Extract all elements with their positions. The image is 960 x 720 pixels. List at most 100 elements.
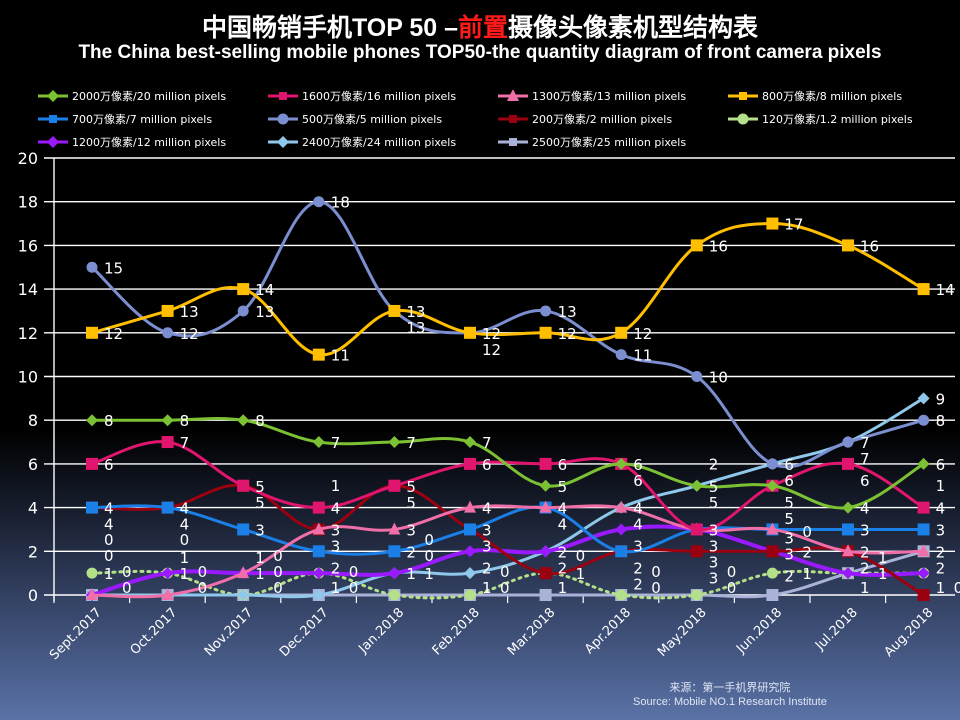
data-label: 2 [406,543,416,561]
source-en: Source: Mobile NO.1 Research Institute [633,696,827,708]
legend-item: 200万像素/2 million pixels [498,111,672,127]
data-label: 5 [709,478,719,496]
data-point [237,283,250,296]
legend-swatch-icon [38,136,68,148]
data-label: 1 [104,565,114,583]
legend-swatch-icon [268,113,298,125]
data-label: 5 [255,478,265,496]
data-label: 4 [104,500,114,518]
data-label: 11 [633,347,652,365]
legend-item: 120万像素/1.2 million pixels [728,111,913,127]
data-label: 5 [709,494,719,512]
data-label: 6 [860,472,870,490]
data-label: 5 [406,478,416,496]
data-label: 3 [709,553,719,571]
data-label: 0 [424,547,434,565]
data-point [312,436,325,449]
data-point [388,589,400,601]
data-label: 1 [576,565,586,583]
legend-item: 2400万像素/24 million pixels [268,134,456,150]
data-label: 1 [180,565,190,583]
data-point [690,479,703,492]
data-label: 17 [784,216,803,234]
data-point [766,545,779,558]
data-point [766,567,778,579]
data-label: 3 [255,521,265,539]
data-label: 13 [558,303,577,321]
data-point [388,522,401,535]
x-tick-label: Jul.2018 [812,605,861,654]
legend-label: 2500万像素/25 million pixels [532,136,687,149]
legend-marker-icon [277,136,289,148]
data-point [766,589,779,601]
data-label: 3 [709,569,719,587]
data-label: 11 [331,347,350,365]
data-point [312,545,325,558]
data-point [917,567,930,580]
data-label: 3 [709,537,719,555]
data-point [388,436,401,449]
data-label: 0 [273,579,283,597]
data-point [615,457,628,470]
data-point [917,589,930,601]
data-label: 3 [860,521,870,539]
legend-label: 1200万像素/12 million pixels [72,136,227,149]
legend-marker-icon [279,92,287,100]
legend-label: 1300万像素/13 million pixels [532,90,687,103]
data-point [237,305,249,317]
data-label: 0 [349,563,359,581]
data-label: 4 [860,500,870,518]
legend-marker-icon [509,138,517,146]
data-label: 0 [273,547,283,565]
legend-marker-icon [47,136,59,148]
data-point [615,589,627,601]
data-point [842,501,854,514]
data-point [917,523,930,536]
data-label: 0 [651,563,661,581]
data-label: 14 [936,281,955,299]
data-label: 4 [104,516,114,534]
data-point [615,545,628,558]
data-point [917,457,930,470]
data-label: 3 [482,537,492,555]
data-label: 18 [331,194,350,212]
y-tick-label: 6 [28,455,38,474]
data-label: 2 [936,559,946,577]
data-label: 5 [255,494,265,512]
data-label: 0 [180,531,190,549]
data-point [237,523,250,536]
chart-subtitle: The China best-selling mobile phones TOP… [78,42,882,63]
data-label: 4 [633,516,643,534]
data-label: 13 [255,303,274,321]
data-label: 8 [180,412,190,430]
data-label: 13 [406,303,425,321]
legend-swatch-icon [38,90,68,102]
data-label: 8 [936,412,946,430]
series-1 [86,436,930,536]
data-label: 4 [633,500,643,518]
data-label: 0 [273,563,283,581]
data-label: 7 [406,434,416,452]
data-label: 1 [255,565,265,583]
y-tick-label: 10 [18,368,38,387]
data-point [86,501,98,514]
data-label: 2 [633,559,643,577]
data-point [917,283,930,296]
data-label: 6 [104,456,114,474]
data-label: 7 [860,434,870,452]
data-point [312,348,325,361]
data-label: 2 [860,559,870,577]
data-point [237,566,250,579]
data-label: 3 [784,529,794,547]
data-label: 13 [180,303,199,321]
data-label: 0 [500,579,510,597]
data-label: 2 [936,543,946,561]
legend-item: 500万像素/5 million pixels [268,111,442,127]
data-point [539,326,552,339]
y-tick-label: 12 [18,324,38,343]
data-point [539,479,552,492]
data-label: 2 [784,567,794,585]
data-label: 3 [406,521,416,539]
data-label: 0 [802,523,812,541]
